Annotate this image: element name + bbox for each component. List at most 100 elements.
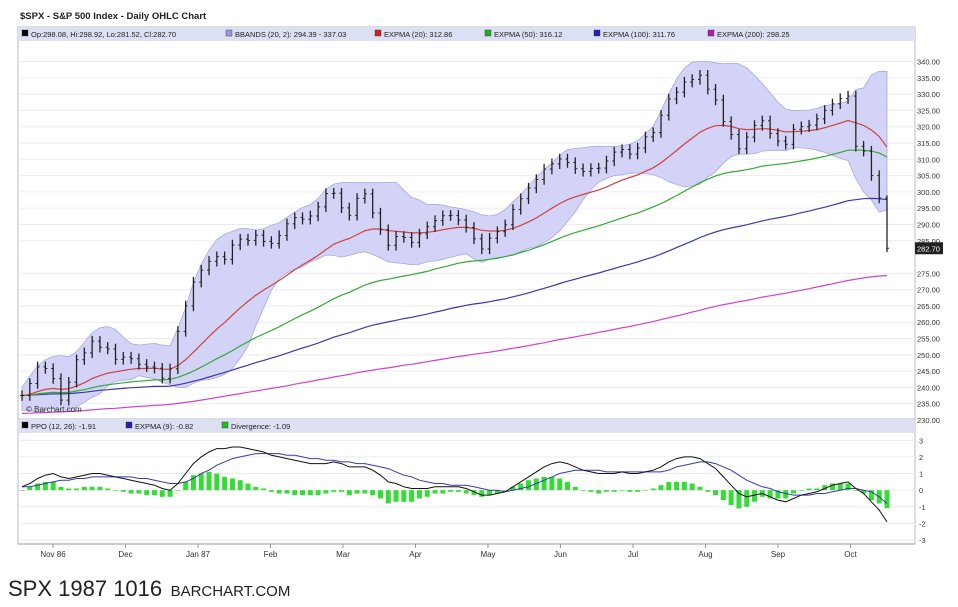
divergence-bar bbox=[658, 485, 664, 491]
divergence-bar bbox=[424, 490, 430, 497]
divergence-bar bbox=[666, 481, 672, 491]
x-axis-month-label: May bbox=[480, 550, 495, 559]
ema20-line bbox=[21, 119, 888, 397]
divergence-bar bbox=[339, 490, 345, 492]
divergence-bar bbox=[276, 490, 282, 494]
divergence-bar bbox=[596, 490, 602, 494]
divergence-bar bbox=[775, 490, 781, 499]
divergence-bar bbox=[167, 490, 173, 497]
divergence-bar bbox=[541, 476, 547, 491]
chart-watermark: © Barchart.com bbox=[26, 405, 82, 414]
stock-chart-svg: $SPX - S&P 500 Index - Daily OHLC Chart … bbox=[17, 11, 943, 559]
divergence-bar bbox=[401, 490, 407, 502]
divergence-bar bbox=[58, 486, 64, 491]
price-tick-label: 335.00 bbox=[917, 74, 940, 83]
price-tick-label: 270.00 bbox=[917, 286, 940, 295]
divergence-bar bbox=[627, 490, 633, 492]
last-price-tag bbox=[915, 242, 943, 255]
divergence-bar bbox=[440, 490, 446, 494]
divergence-bar bbox=[619, 490, 625, 491]
divergence-bar bbox=[66, 488, 72, 491]
divergence-bar bbox=[183, 481, 189, 491]
divergence-bar bbox=[588, 490, 594, 492]
divergence-bar bbox=[214, 473, 220, 491]
x-axis-month-label: Apr bbox=[409, 550, 422, 559]
divergence-bar bbox=[393, 490, 399, 502]
divergence-bar bbox=[253, 486, 259, 491]
x-axis-month-label: Jun bbox=[554, 550, 567, 559]
divergence-bar bbox=[120, 490, 126, 492]
divergence-bar bbox=[284, 490, 290, 494]
ppo-panel bbox=[17, 418, 916, 545]
caption-source: BARCHART.COM bbox=[170, 583, 291, 600]
divergence-bar bbox=[837, 483, 843, 491]
divergence-bar bbox=[35, 483, 41, 491]
divergence-bar bbox=[728, 490, 734, 506]
divergence-bar bbox=[331, 490, 337, 492]
divergence-bar bbox=[198, 473, 204, 491]
divergence-bar bbox=[705, 490, 711, 492]
divergence-bar bbox=[362, 490, 368, 494]
price-tick-label: 320.00 bbox=[917, 123, 940, 132]
divergence-bar bbox=[409, 490, 415, 502]
divergence-bar bbox=[806, 488, 812, 491]
price-tick-label: 255.00 bbox=[917, 335, 940, 344]
x-axis-month-label: Aug bbox=[698, 550, 712, 559]
price-legend: Op:298.08, Hi:298.92, Lo:281.52, Cl:282.… bbox=[21, 29, 790, 39]
price-tick-label: 265.00 bbox=[917, 302, 940, 311]
last-price-label: 282.70 bbox=[917, 244, 940, 253]
divergence-bar bbox=[744, 490, 750, 507]
divergence-bar bbox=[580, 490, 586, 491]
price-tick-label: 275.00 bbox=[917, 269, 940, 278]
caption-title: SPX 1987 1016 bbox=[8, 576, 163, 601]
ppo-y-axis: -3 -2 -1 0 1 2 3 bbox=[919, 436, 926, 545]
ema200-line bbox=[21, 275, 888, 415]
divergence-bar bbox=[268, 490, 274, 492]
price-tick-label: 325.00 bbox=[917, 106, 940, 115]
ppo-legend-label-signal: EXPMA (9): -0.82 bbox=[135, 422, 193, 431]
divergence-bar bbox=[564, 481, 570, 491]
x-axis-month-label: Sep bbox=[771, 550, 786, 559]
divergence-bar bbox=[323, 490, 329, 494]
ppo-gridlines bbox=[18, 439, 915, 541]
divergence-bar bbox=[377, 490, 383, 499]
divergence-bar bbox=[315, 490, 321, 496]
ppo-legend-swatch-divergence bbox=[221, 421, 229, 429]
divergence-bar bbox=[432, 490, 438, 494]
divergence-bar bbox=[713, 490, 719, 496]
divergence-bar bbox=[853, 490, 859, 491]
price-legend-bar bbox=[18, 27, 915, 41]
x-axis-month-label: Mar bbox=[336, 550, 350, 559]
divergence-bar bbox=[292, 490, 298, 496]
divergence-bar bbox=[822, 485, 828, 491]
divergence-bar bbox=[603, 490, 609, 492]
stock-chart-frame: $SPX - S&P 500 Index - Daily OHLC Chart … bbox=[17, 11, 943, 559]
divergence-bar bbox=[533, 478, 539, 491]
divergence-bar bbox=[27, 486, 33, 491]
x-axis-month-label: Dec bbox=[118, 550, 132, 559]
divergence-bar bbox=[642, 490, 648, 491]
divergence-bar bbox=[720, 490, 726, 501]
divergence-bar bbox=[510, 486, 516, 491]
legend-label-ema200: EXPMA (200): 298.25 bbox=[717, 30, 790, 39]
divergence-bar bbox=[448, 490, 454, 492]
divergence-bar bbox=[190, 475, 196, 491]
divergence-bar bbox=[237, 480, 243, 491]
legend-swatch-ema200 bbox=[707, 29, 715, 37]
divergence-bar bbox=[674, 481, 680, 491]
divergence-bar bbox=[884, 490, 890, 509]
ppo-legend: PPO (12, 26): -1.91 EXPMA (9): -0.82 Diver… bbox=[21, 421, 290, 431]
divergence-bar bbox=[455, 490, 461, 492]
divergence-bar bbox=[222, 476, 228, 491]
divergence-bar bbox=[783, 490, 789, 499]
divergence-bar bbox=[175, 490, 181, 491]
divergence-bar bbox=[74, 488, 80, 491]
divergence-bar bbox=[861, 490, 867, 494]
divergence-bar bbox=[300, 490, 306, 496]
divergence-bar bbox=[97, 486, 103, 491]
ema100-line bbox=[21, 197, 888, 397]
ppo-tick-label: -3 bbox=[919, 536, 926, 545]
divergence-bar bbox=[471, 490, 477, 496]
divergence-bar bbox=[790, 490, 796, 494]
divergence-bar bbox=[798, 490, 804, 491]
